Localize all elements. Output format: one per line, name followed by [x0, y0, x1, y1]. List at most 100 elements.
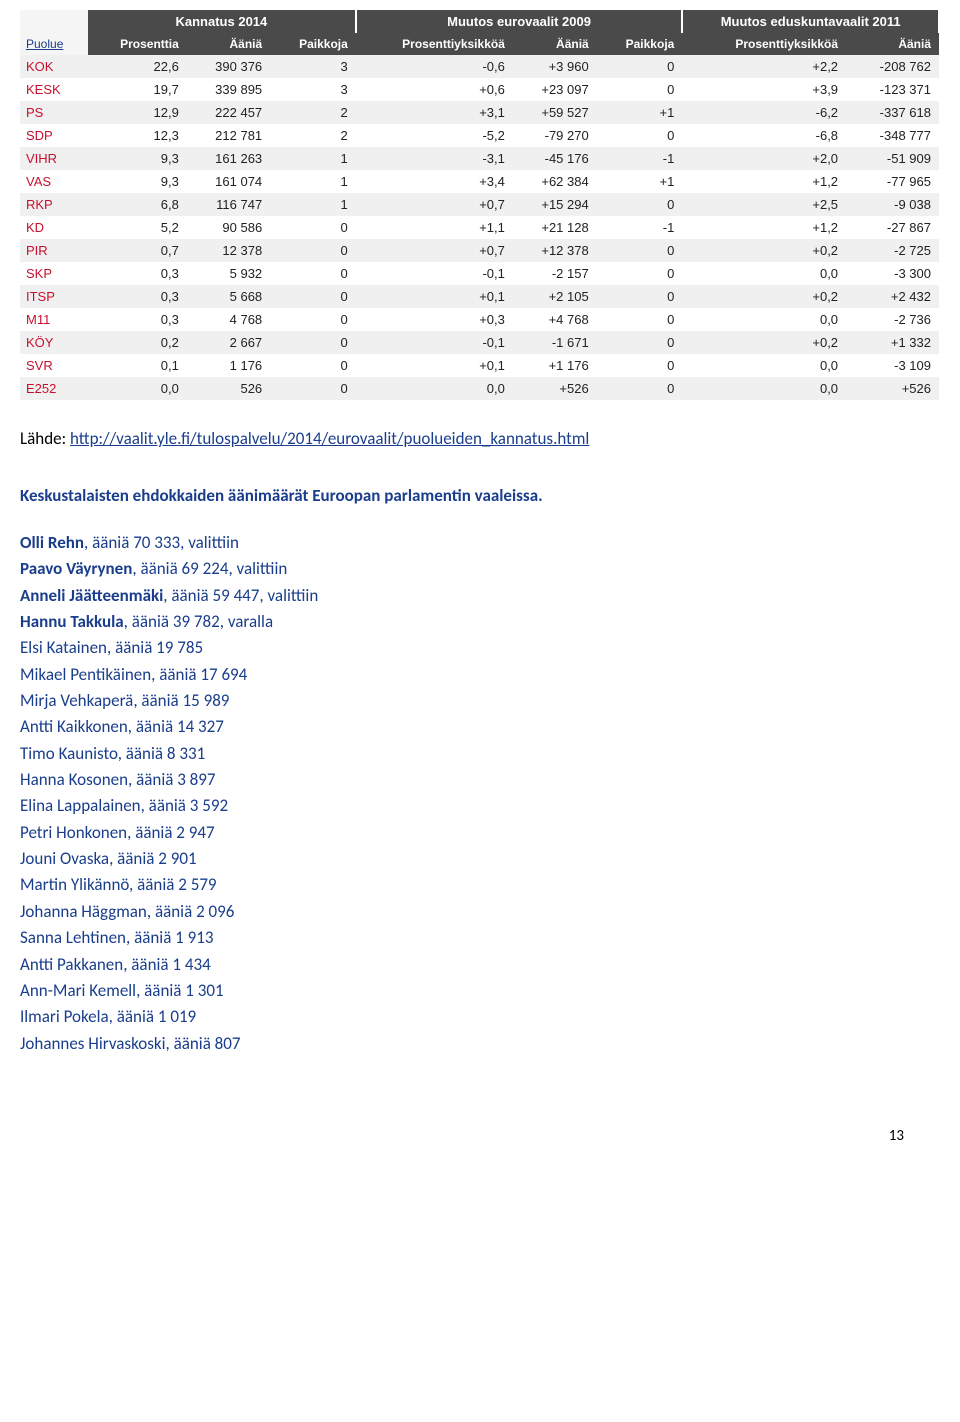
table-row: SVR0,11 1760+0,1+1 17600,0-3 109 [20, 354, 939, 377]
data-cell: 0,2 [88, 331, 187, 354]
col-header[interactable]: Puolue [20, 33, 88, 55]
data-cell: +0,6 [356, 78, 513, 101]
data-cell: 339 895 [187, 78, 270, 101]
candidate-row: Elsi Katainen, ääniä 19 785 [20, 635, 940, 661]
candidate-row: Petri Honkonen, ääniä 2 947 [20, 820, 940, 846]
data-cell: 12,3 [88, 124, 187, 147]
source-line: Lähde: http://vaalit.yle.fi/tulospalvelu… [20, 428, 940, 449]
data-cell: +0,1 [356, 285, 513, 308]
party-cell: KÖY [20, 331, 88, 354]
data-cell: 0,3 [88, 285, 187, 308]
data-cell: -77 965 [846, 170, 939, 193]
candidate-votes: , ääniä 15 989 [133, 690, 229, 711]
data-cell: -3,1 [356, 147, 513, 170]
candidate-name: Hannu Takkula [20, 611, 124, 632]
data-cell: +1,2 [682, 216, 846, 239]
candidate-votes: , ääniä 69 224, valittiin [132, 558, 287, 579]
party-cell: SVR [20, 354, 88, 377]
data-cell: 0,0 [88, 377, 187, 400]
candidate-row: Martin Ylikännö, ääniä 2 579 [20, 872, 940, 898]
data-cell: 0,1 [88, 354, 187, 377]
table-body: KOK22,6390 3763-0,6+3 9600+2,2-208 762KE… [20, 55, 939, 400]
data-cell: +62 384 [513, 170, 597, 193]
data-cell: +2,5 [682, 193, 846, 216]
data-cell: 161 074 [187, 170, 270, 193]
data-cell: +0,2 [682, 331, 846, 354]
data-cell: -2 157 [513, 262, 597, 285]
data-cell: -2 736 [846, 308, 939, 331]
table-row: VAS9,3161 0741+3,4+62 384+1+1,2-77 965 [20, 170, 939, 193]
data-cell: 6,8 [88, 193, 187, 216]
data-cell: 0 [597, 354, 683, 377]
data-cell: 390 376 [187, 55, 270, 78]
candidate-name: Elsi Katainen [20, 637, 107, 658]
data-cell: +0,1 [356, 354, 513, 377]
data-cell: +1,2 [682, 170, 846, 193]
candidate-name: Timo Kaunisto [20, 743, 118, 764]
party-cell: VAS [20, 170, 88, 193]
table-row: KESK19,7339 8953+0,6+23 0970+3,9-123 371 [20, 78, 939, 101]
candidate-row: Johannes Hirvaskoski, ääniä 807 [20, 1031, 940, 1057]
data-cell: +12 378 [513, 239, 597, 262]
data-cell: 12 378 [187, 239, 270, 262]
data-cell: 1 176 [187, 354, 270, 377]
data-cell: -1 [597, 216, 683, 239]
table-row: SDP12,3212 7812-5,2-79 2700-6,8-348 777 [20, 124, 939, 147]
candidate-row: Sanna Lehtinen, ääniä 1 913 [20, 925, 940, 951]
source-link[interactable]: http://vaalit.yle.fi/tulospalvelu/2014/e… [70, 428, 589, 449]
party-cell: M11 [20, 308, 88, 331]
data-cell: +2 432 [846, 285, 939, 308]
group-header-2011: Muutos eduskuntavaalit 2011 [682, 10, 939, 33]
data-cell: 0,0 [682, 308, 846, 331]
data-cell: 5,2 [88, 216, 187, 239]
data-cell: -6,2 [682, 101, 846, 124]
data-cell: +0,2 [682, 239, 846, 262]
data-cell: 222 457 [187, 101, 270, 124]
data-cell: 0 [270, 239, 356, 262]
candidate-row: Ilmari Pokela, ääniä 1 019 [20, 1004, 940, 1030]
candidate-votes: , ääniä 3 897 [128, 769, 216, 790]
data-cell: 0,7 [88, 239, 187, 262]
source-label: Lähde: [20, 428, 70, 449]
data-cell: 1 [270, 193, 356, 216]
col-header: Ääniä [846, 33, 939, 55]
data-cell: -2 725 [846, 239, 939, 262]
data-cell: +0,2 [682, 285, 846, 308]
candidate-name: Antti Pakkanen [20, 954, 123, 975]
data-cell: 5 932 [187, 262, 270, 285]
data-cell: -337 618 [846, 101, 939, 124]
party-cell: ITSP [20, 285, 88, 308]
candidate-name: Johannes Hirvaskoski [20, 1033, 165, 1054]
data-cell: -0,1 [356, 262, 513, 285]
party-cell: PS [20, 101, 88, 124]
table-row: KD5,290 5860+1,1+21 128-1+1,2-27 867 [20, 216, 939, 239]
data-cell: 0 [270, 308, 356, 331]
party-cell: SKP [20, 262, 88, 285]
data-cell: 0 [597, 285, 683, 308]
data-cell: +2,0 [682, 147, 846, 170]
candidate-name: Mikael Pentikäinen [20, 664, 151, 685]
data-cell: 526 [187, 377, 270, 400]
candidate-name: Hanna Kosonen [20, 769, 128, 790]
data-cell: -0,6 [356, 55, 513, 78]
col-header: Prosenttiyksikköä [356, 33, 513, 55]
data-cell: -1 [597, 147, 683, 170]
data-cell: 0 [270, 216, 356, 239]
data-cell: 0,0 [682, 354, 846, 377]
candidate-row: Olli Rehn, ääniä 70 333, valittiin [20, 530, 940, 556]
party-cell: VIHR [20, 147, 88, 170]
candidate-row: Jouni Ovaska, ääniä 2 901 [20, 846, 940, 872]
candidate-votes: , ääniä 8 331 [118, 743, 206, 764]
candidate-name: Olli Rehn [20, 532, 84, 553]
candidate-votes: , ääniä 19 785 [107, 637, 203, 658]
data-cell: 2 667 [187, 331, 270, 354]
data-cell: +2 105 [513, 285, 597, 308]
col-header: Paikkoja [597, 33, 683, 55]
data-cell: 0,0 [682, 377, 846, 400]
candidate-votes: , ääniä 807 [165, 1033, 240, 1054]
data-cell: 212 781 [187, 124, 270, 147]
candidate-row: Elina Lappalainen, ääniä 3 592 [20, 793, 940, 819]
candidate-name: Ann-Mari Kemell [20, 980, 136, 1001]
party-cell: KESK [20, 78, 88, 101]
data-cell: -0,1 [356, 331, 513, 354]
